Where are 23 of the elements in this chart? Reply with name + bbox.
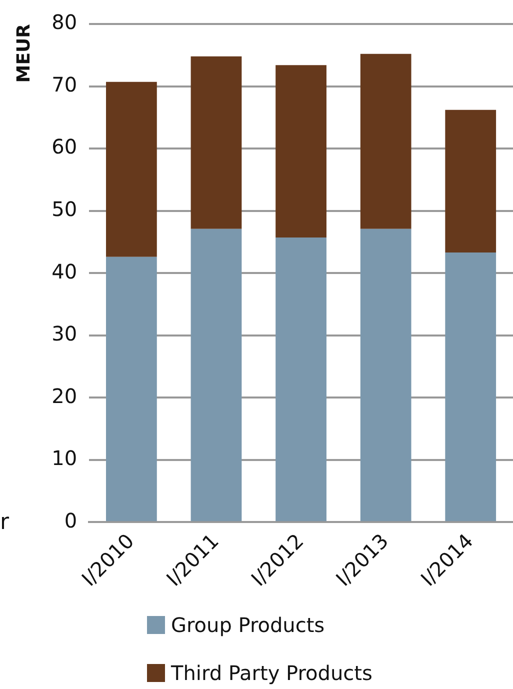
y-tick-label: 30 [52, 322, 78, 346]
y-tick-label: 40 [52, 259, 78, 284]
bar [276, 65, 326, 238]
y-tick-label: 0 [64, 508, 78, 532]
bar [445, 252, 496, 522]
y-tick-label: 70 [52, 72, 78, 96]
y-axis-title: MEUR [13, 24, 34, 83]
bar [106, 256, 157, 522]
y-tick-label: 80 [52, 10, 78, 34]
legend-label: Third Party Products [171, 661, 372, 685]
y-tick-label: 60 [52, 134, 78, 159]
bar [190, 56, 242, 229]
bar [445, 110, 496, 253]
bar [106, 82, 157, 257]
bar [190, 228, 242, 522]
y-tick-label: 50 [52, 196, 78, 221]
bar [360, 228, 412, 522]
y-tick-label: 10 [52, 446, 78, 470]
bar [276, 238, 326, 522]
text: r [0, 510, 10, 535]
bar [360, 54, 412, 229]
legend-label: Group Products [171, 613, 325, 637]
y-tick-label: 20 [52, 384, 78, 408]
